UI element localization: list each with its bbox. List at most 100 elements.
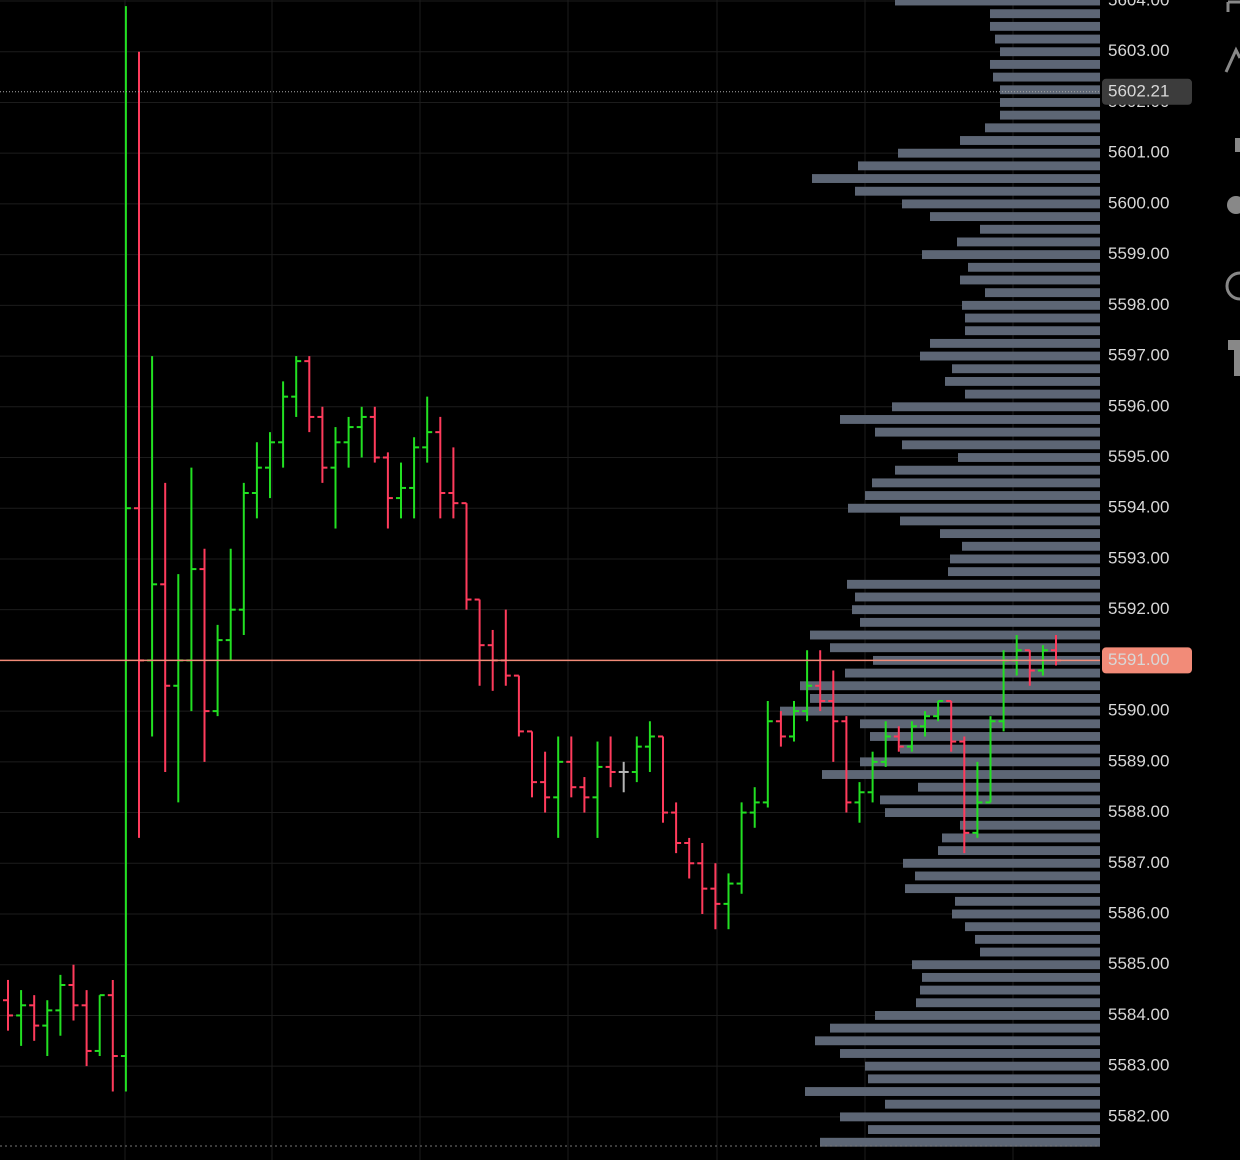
y-tick-label: 5587.00 — [1108, 853, 1169, 872]
profile-bar — [958, 453, 1100, 462]
y-tick-label: 5598.00 — [1108, 295, 1169, 314]
profile-bar — [875, 427, 1100, 437]
profile-bar — [990, 21, 1100, 31]
profile-bar — [952, 364, 1100, 374]
profile-bar — [900, 516, 1100, 526]
profile-bar — [945, 376, 1100, 386]
profile-bar — [920, 985, 1100, 995]
y-tick-label: 5590.00 — [1108, 701, 1169, 720]
profile-bar — [865, 491, 1100, 500]
profile-bar — [830, 643, 1100, 653]
profile-bar — [858, 161, 1100, 171]
profile-bar — [1000, 85, 1100, 95]
profile-bar — [860, 719, 1100, 729]
profile-bar — [895, 0, 1100, 6]
profile-bar — [868, 1074, 1100, 1084]
profile-bar — [892, 402, 1100, 412]
profile-bar — [948, 567, 1100, 577]
y-tick-label: 5597.00 — [1108, 346, 1169, 365]
profile-bar — [848, 503, 1100, 513]
profile-bar — [875, 1011, 1100, 1020]
profile-bar — [902, 440, 1100, 450]
crosshair-label: 5602.21 — [1108, 81, 1169, 100]
y-tick-label: 5595.00 — [1108, 447, 1169, 466]
profile-bar — [993, 72, 1100, 82]
profile-bar — [860, 617, 1100, 627]
profile-bar — [962, 300, 1100, 310]
profile-bar — [985, 288, 1100, 298]
profile-bar — [840, 415, 1100, 424]
tool-icon[interactable] — [1227, 196, 1240, 214]
profile-bar — [815, 1036, 1100, 1046]
profile-bar — [957, 237, 1100, 247]
tool-icon[interactable] — [1225, 271, 1240, 301]
profile-bar — [965, 922, 1100, 932]
y-tick-label: 5586.00 — [1108, 903, 1169, 922]
profile-bar — [840, 1049, 1100, 1058]
profile-bar — [905, 884, 1100, 894]
profile-bar — [930, 338, 1100, 348]
profile-bar — [940, 529, 1100, 539]
profile-bar — [898, 148, 1100, 158]
profile-bar — [900, 744, 1100, 754]
y-tick-label: 5589.00 — [1108, 751, 1169, 770]
profile-bar — [960, 275, 1100, 285]
tool-icon[interactable] — [1226, 0, 1240, 12]
y-tick-label: 5603.00 — [1108, 41, 1169, 60]
profile-bar — [865, 1061, 1100, 1071]
tool-icon[interactable] — [1235, 138, 1240, 152]
profile-bar — [855, 592, 1100, 602]
profile-bar — [870, 732, 1100, 741]
tool-icon[interactable] — [1224, 46, 1240, 73]
profile-bar — [985, 123, 1100, 133]
last-price-box — [1102, 647, 1192, 674]
profile-bar — [868, 1125, 1100, 1135]
profile-bar — [860, 757, 1100, 767]
profile-bar — [840, 1112, 1100, 1122]
y-tick-label: 5588.00 — [1108, 802, 1169, 821]
profile-bar — [915, 871, 1100, 881]
y-tick-label: 5585.00 — [1108, 954, 1169, 973]
profile-bar — [912, 960, 1100, 970]
profile-bar — [780, 706, 1100, 716]
profile-bar — [922, 250, 1100, 260]
y-tick-label: 5593.00 — [1108, 548, 1169, 567]
profile-bar — [965, 326, 1100, 336]
profile-bar — [895, 465, 1100, 475]
y-tick-label: 5599.00 — [1108, 244, 1169, 263]
toolbar — [1224, 0, 1240, 376]
profile-bar — [820, 1137, 1100, 1147]
profile-bar — [872, 478, 1100, 488]
profile-bar — [847, 579, 1100, 589]
profile-bar — [962, 541, 1100, 551]
tool-icon[interactable] — [1228, 340, 1240, 376]
profile-bar — [990, 59, 1100, 69]
profile-bar — [975, 934, 1100, 944]
profile-bar — [885, 1099, 1100, 1109]
profile-bar — [955, 896, 1100, 906]
profile-bar — [930, 212, 1100, 222]
profile-bar — [800, 681, 1100, 691]
profile-bar — [812, 174, 1100, 183]
profile-bar — [980, 224, 1100, 234]
profile-bar — [942, 833, 1100, 843]
profile-bar — [920, 351, 1100, 361]
y-tick-label: 5584.00 — [1108, 1005, 1169, 1024]
profile-bar — [885, 808, 1100, 817]
profile-bar — [902, 199, 1100, 209]
profile-bar — [965, 313, 1100, 323]
profile-bar — [845, 668, 1100, 678]
profile-bar — [830, 1023, 1100, 1033]
last-price-label: 5591.00 — [1108, 650, 1169, 669]
profile-bar — [903, 858, 1100, 868]
profile-bar — [810, 630, 1100, 640]
profile-bar — [1000, 47, 1100, 57]
profile-bar — [855, 186, 1100, 196]
profile-bar — [1000, 98, 1100, 107]
profile-bar — [990, 9, 1100, 19]
profile-bar — [805, 1087, 1100, 1096]
profile-bar — [960, 820, 1100, 830]
profile-bar — [952, 909, 1100, 919]
y-tick-label: 5596.00 — [1108, 396, 1169, 415]
